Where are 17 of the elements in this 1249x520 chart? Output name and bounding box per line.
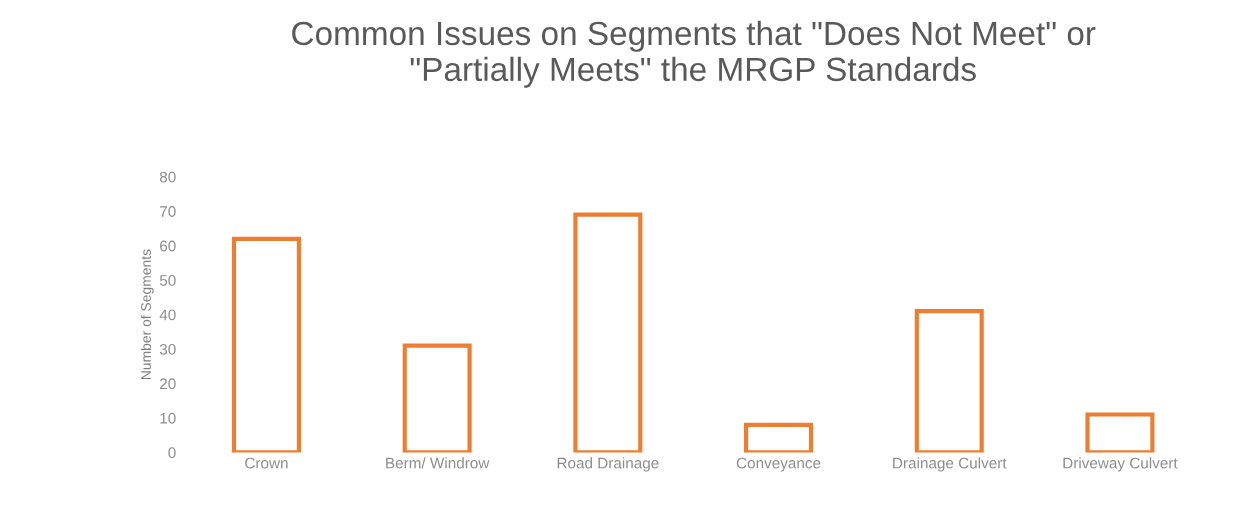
y-tick-label: 10 (160, 412, 176, 424)
y-tick-label: 50 (159, 275, 176, 286)
x-tick-label: Crown (245, 457, 288, 469)
y-tick-label: 20 (160, 378, 176, 390)
y-tick-label: 80 (159, 171, 176, 183)
x-tick-label: Drainage Culvert (893, 457, 1007, 472)
x-tick-label: Berm/ Windrow (386, 457, 490, 469)
y-tick-label: 0 (168, 447, 176, 459)
x-tick-label: Conveyance (736, 457, 821, 472)
y-tick-label: 40 (159, 309, 176, 321)
x-tick-label: Driveway Culvert (1063, 457, 1178, 472)
x-tick-label: Road Drainage (557, 457, 659, 472)
y-tick-label: 30 (159, 343, 176, 355)
y-tick-label: 70 (160, 206, 176, 217)
y-axis-title: Number of Segments (140, 249, 154, 380)
chart-title: Common Issues on Segments that "Does Not Meet" or "Partially Meets" the MRGP Standards (292, 20, 1096, 88)
y-tick-label: 60 (160, 240, 176, 252)
